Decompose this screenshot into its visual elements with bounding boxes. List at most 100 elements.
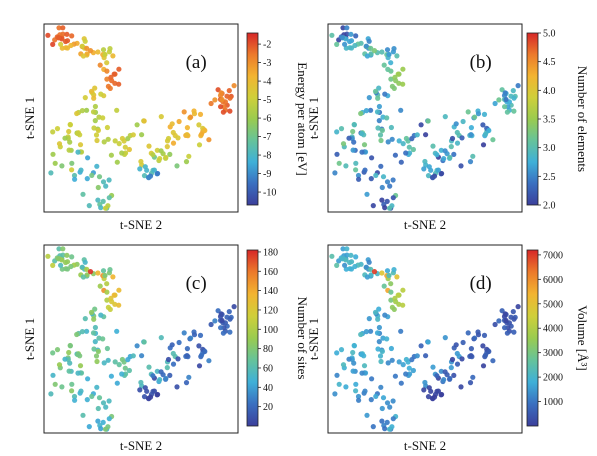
data-point [480,343,486,349]
data-point [78,167,84,173]
data-point [435,167,441,173]
data-point [447,154,453,161]
data-point [88,88,95,94]
data-point [75,351,81,358]
data-point [459,135,465,141]
data-point [465,330,471,336]
data-point [439,170,445,177]
data-point [63,259,69,266]
data-point [100,115,106,121]
data-point [184,132,190,138]
data-point [369,376,375,382]
data-point [50,129,56,135]
data-point [347,259,353,266]
data-point [176,118,182,125]
data-point [227,95,233,101]
data-point [351,139,357,145]
data-point [114,159,120,165]
data-point [332,391,338,397]
data-point [454,129,460,136]
data-point [396,138,402,144]
data-point [364,274,370,280]
data-point [336,381,342,387]
data-point [366,38,372,44]
data-point [90,330,97,336]
data-point [394,274,400,280]
data-point [155,170,161,177]
data-point [174,384,180,390]
data-point [447,375,453,382]
data-point [405,138,411,144]
data-point [384,198,390,204]
data-point [111,292,117,298]
data-point [496,318,502,324]
x-axis-label: t-SNE 2 [120,217,162,232]
data-point [108,373,114,379]
data-point [510,88,516,94]
data-point [384,47,391,53]
data-point [167,151,173,157]
data-point [139,353,145,359]
colorbar-tick-label: -10 [263,188,276,199]
data-point [334,350,340,356]
data-point [169,121,175,127]
data-point [158,369,164,375]
data-point [339,256,345,262]
data-point [48,170,54,176]
data-point [442,335,448,341]
data-point [71,393,78,400]
data-point [104,345,110,352]
data-point [390,177,396,183]
data-point [82,316,88,322]
data-point [78,388,84,394]
axes-frame [327,23,523,213]
data-point [183,380,190,386]
colorbar-tick-label: -5 [263,95,271,106]
data-point [188,335,194,341]
data-point [142,164,148,170]
data-point [421,387,427,393]
data-point [454,350,460,357]
data-point [175,135,181,141]
data-point [371,48,378,54]
data-point [358,331,364,338]
data-point [110,274,116,280]
data-point [499,87,505,93]
data-point [101,139,107,145]
colorbar-tick-label: 5000 [543,299,563,310]
colorbar-tick-label: 3.0 [543,143,556,154]
data-point [112,138,118,144]
data-point [114,107,120,113]
data-point [176,339,182,346]
data-point [366,316,372,322]
data-point [106,195,112,201]
data-point [170,140,177,146]
data-point [388,345,394,352]
data-point [58,262,64,268]
data-point [368,266,374,272]
data-point [490,358,496,364]
data-point [379,418,385,424]
data-point [353,254,359,260]
data-point [393,299,399,305]
data-point [105,357,111,363]
data-point [186,374,192,380]
data-point [347,38,353,45]
colorbar-gradient [246,32,259,206]
data-point [362,388,368,394]
data-point [350,349,356,356]
data-point [395,71,401,77]
colorbar: 180 160 140 120 100 80 60 40 20 Number of sites [246,247,310,427]
data-point [102,426,109,432]
data-point [363,329,369,335]
colorbar-tick-label: 160 [263,267,278,278]
data-point [66,368,72,374]
data-point [91,316,97,322]
data-point [368,107,374,113]
data-point [350,147,356,153]
x-axis-label: t-SNE 2 [404,217,446,232]
data-point [111,71,117,77]
data-point [146,175,152,181]
data-point [448,365,454,371]
data-point [368,45,374,52]
